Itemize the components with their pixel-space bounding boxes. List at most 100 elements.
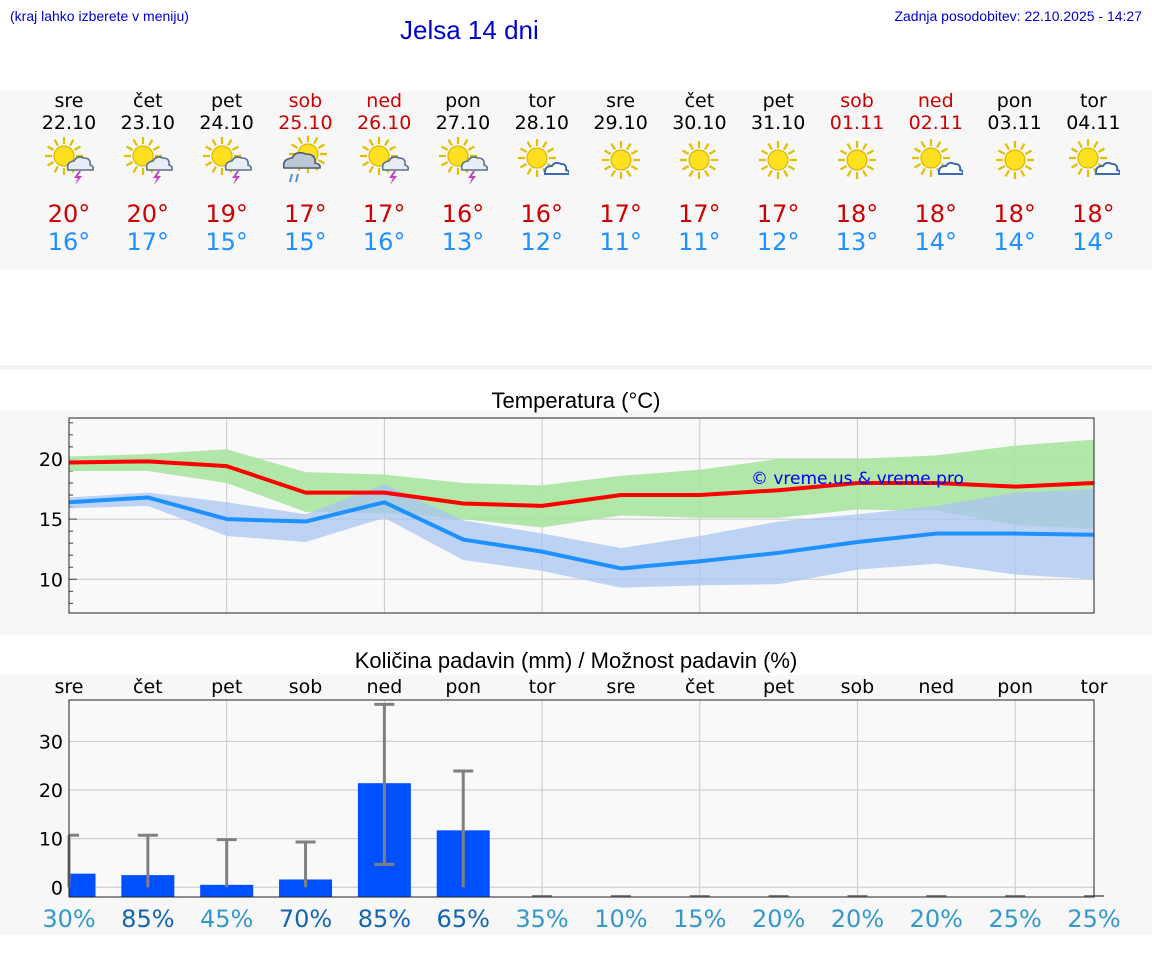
min-temperature: 11° (599, 228, 642, 256)
min-temperature: 14° (1072, 228, 1115, 256)
precip-probability: 70% (279, 905, 332, 933)
sun-cloud-thunder-icon (121, 136, 175, 190)
max-temperature: 17° (756, 200, 800, 228)
day-date: 26.10 (356, 112, 412, 134)
sun-small-cloud-icon (909, 136, 964, 190)
min-temperature: 16° (362, 228, 406, 256)
max-temperature: 17° (599, 200, 642, 228)
sun-cloud-rain-icon (278, 135, 332, 190)
day-name: pon (996, 90, 1033, 112)
min-temperature: 15° (284, 228, 327, 256)
day-date: 02.11 (908, 112, 963, 134)
day-date: 24.10 (199, 112, 254, 134)
max-temperature: 20° (47, 200, 91, 228)
precip-probability: 20% (831, 905, 884, 933)
page-title: Jelsa 14 dni (400, 15, 539, 45)
y-tick-label: 20 (39, 449, 63, 471)
max-temperature: 16° (441, 200, 485, 228)
day-name: tor (528, 90, 556, 112)
day-date: 03.11 (987, 112, 1042, 134)
category-label: ned (366, 676, 402, 698)
max-temperature: 20° (126, 200, 170, 228)
day-date: 27.10 (435, 112, 491, 134)
day-name: sre (54, 90, 84, 112)
plot-area (69, 700, 1094, 897)
temperature-chart-title: Temperatura (°C) (491, 388, 661, 413)
category-label: pet (763, 676, 794, 698)
day-name: sre (606, 90, 636, 112)
max-temperature: 18° (914, 200, 958, 228)
y-tick-label: 15 (39, 509, 63, 531)
sun-small-cloud-icon (1066, 136, 1122, 190)
sun-icon (751, 136, 805, 190)
min-temperature: 14° (914, 228, 958, 256)
sun-cloud-thunder-icon (42, 136, 96, 190)
precip-probability: 25% (988, 905, 1041, 933)
max-temperature-line (68, 459, 1095, 508)
daily-forecast-strip: sre 22.10 20° 16° čet 23.10 20° 17° pet … (0, 90, 1152, 270)
sun-icon (594, 136, 648, 190)
max-temperature: 16° (520, 200, 564, 228)
sun-small-cloud-icon (515, 136, 570, 190)
max-temperature: 18° (1072, 200, 1115, 228)
day-date: 23.10 (120, 112, 175, 134)
category-label: pet (211, 676, 242, 698)
precip-bar (279, 879, 333, 897)
max-temperature: 18° (835, 200, 879, 228)
category-label: pon (997, 676, 1033, 698)
sun-icon (672, 136, 726, 190)
day-date: 22.10 (41, 112, 97, 134)
category-label: ned (918, 676, 954, 698)
min-temperature: 13° (835, 228, 879, 256)
min-range-band (69, 484, 1094, 588)
min-temperature: 12° (520, 228, 564, 256)
category-label: čet (685, 676, 715, 698)
min-temperature: 17° (126, 228, 170, 256)
precip-probability: 25% (1067, 905, 1120, 933)
precip-probability: 85% (358, 905, 411, 933)
day-name: sob (840, 90, 874, 112)
min-temperature: 15° (205, 228, 248, 256)
category-label: pon (445, 676, 481, 698)
max-range-band (69, 439, 1094, 529)
category-label: tor (529, 676, 556, 698)
precip-bar (200, 884, 254, 897)
sun-icon (988, 136, 1042, 190)
min-temperature: 13° (441, 228, 485, 256)
category-label: sre (55, 676, 84, 698)
precip-probability: 15% (673, 905, 726, 933)
day-date: 04.11 (1066, 112, 1121, 134)
separator (0, 365, 1152, 370)
precipitation-chart-title: Količina padavin (mm) / Možnost padavin … (354, 648, 798, 673)
max-temperature: 18° (993, 200, 1036, 228)
max-temperature: 17° (284, 200, 327, 228)
precip-probability: 85% (121, 905, 174, 933)
day-date: 31.10 (750, 112, 806, 134)
precipitation-chart: sre čet pet sob ned pon tor sre čet pet sob ned pon t… (39, 676, 1121, 933)
sun-cloud-thunder-icon (436, 136, 490, 190)
plot-frame (68, 417, 1095, 614)
day-name: ned (366, 90, 403, 112)
y-tick-label: 30 (39, 731, 63, 753)
y-tick-label: 10 (39, 829, 63, 851)
day-date: 01.11 (829, 112, 885, 134)
precip-probability: 20% (752, 905, 805, 933)
watermark: © vreme.us & vreme.pro (751, 469, 964, 489)
category-label: čet (133, 676, 163, 698)
precip-probability: 35% (515, 905, 568, 933)
day-name: pet (762, 90, 794, 112)
temperature-chart: 10 15 20 © vreme.us & vreme.pro (39, 417, 1095, 614)
location-menu-hint[interactable]: (kraj lahko izberete v meniju) (10, 8, 189, 24)
max-temperature: 19° (205, 200, 248, 228)
day-name: čet (684, 90, 715, 112)
last-updated: Zadnja posodobitev: 22.10.2025 - 14:27 (894, 8, 1142, 24)
precip-bar (69, 873, 96, 897)
min-temperature: 11° (678, 228, 721, 256)
min-temperature: 16° (47, 228, 91, 256)
day-name: pet (210, 90, 243, 112)
precip-probability: 45% (200, 905, 253, 933)
sun-cloud-thunder-icon (357, 136, 411, 190)
min-temperature: 14° (993, 228, 1036, 256)
precip-probability: 65% (437, 905, 490, 933)
day-name: pon (445, 90, 481, 112)
